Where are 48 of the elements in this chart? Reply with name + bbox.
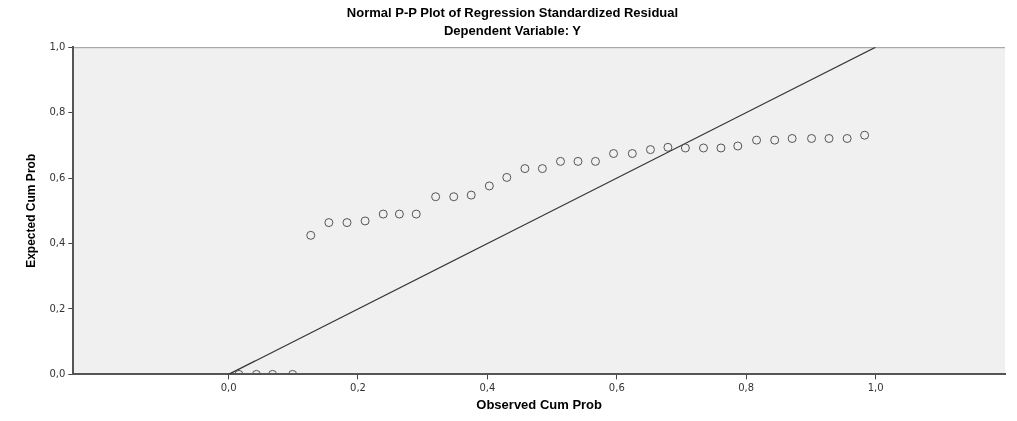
x-tick-label: 0,4 xyxy=(479,381,496,393)
x-tick-label: 0,8 xyxy=(738,381,755,393)
y-tick-label: 0,2 xyxy=(49,302,66,314)
point xyxy=(590,156,600,166)
x-tick-label: 1,0 xyxy=(867,381,884,393)
point xyxy=(842,133,852,143)
point xyxy=(752,135,762,145)
point xyxy=(733,141,743,151)
x-tick-label: 0,2 xyxy=(350,381,366,393)
chart-title: Normal P-P Plot of Regression Standardized Residual xyxy=(346,5,679,21)
point xyxy=(663,142,673,152)
point xyxy=(378,209,388,219)
point xyxy=(860,130,870,140)
y-tick-label: 1,0 xyxy=(49,40,66,52)
point xyxy=(556,156,565,166)
point xyxy=(520,164,530,174)
point xyxy=(770,135,780,145)
x-axis-title: Observed Cum Prob xyxy=(476,396,603,412)
point xyxy=(787,133,797,143)
y-tick-label: 0,0 xyxy=(49,367,66,379)
point xyxy=(394,209,404,219)
point xyxy=(411,209,421,219)
point xyxy=(342,218,352,228)
point xyxy=(807,133,817,143)
x-tick-label: 0,6 xyxy=(608,381,625,393)
point xyxy=(537,164,547,174)
point xyxy=(609,149,619,159)
y-tick-label: 0,4 xyxy=(49,237,66,249)
point xyxy=(324,218,334,228)
point xyxy=(502,172,512,182)
point xyxy=(824,133,834,143)
point xyxy=(716,143,726,153)
point xyxy=(360,216,370,226)
point xyxy=(680,143,690,153)
point xyxy=(627,149,637,159)
point xyxy=(573,156,583,166)
point xyxy=(645,145,655,155)
x-tick-label: 0,0 xyxy=(220,381,237,393)
point xyxy=(306,230,316,240)
point xyxy=(484,181,494,191)
point xyxy=(431,192,441,202)
chart-subtitle: Dependent Variable: Y xyxy=(443,22,582,38)
y-tick-label: 0,8 xyxy=(49,106,66,118)
y-tick-label: 0,6 xyxy=(49,171,66,183)
point xyxy=(698,143,708,153)
y-axis-title: Expected Cum Prob xyxy=(23,153,38,268)
point xyxy=(449,192,459,202)
point xyxy=(466,190,476,200)
